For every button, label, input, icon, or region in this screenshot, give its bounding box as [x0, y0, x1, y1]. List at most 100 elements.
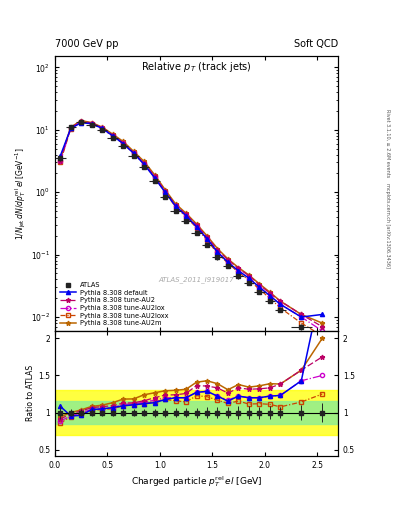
Pythia 8.308 tune-AU2loxx [257, 286, 262, 292]
Pythia 8.308 default [184, 212, 188, 219]
Pythia 8.308 tune-AU2lox [100, 125, 105, 132]
Pythia 8.308 tune-AU2loxx [268, 295, 272, 301]
Pythia 8.308 tune-AU2 [268, 290, 272, 296]
Bar [55, 401, 338, 424]
Y-axis label: Ratio to ATLAS: Ratio to ATLAS [26, 365, 35, 421]
Pythia 8.308 default [121, 140, 125, 146]
Pythia 8.308 tune-AU2m [121, 138, 125, 144]
Pythia 8.308 tune-AU2lox [205, 236, 209, 242]
Pythia 8.308 tune-AU2lox [152, 174, 157, 180]
Pythia 8.308 default [58, 153, 62, 159]
Pythia 8.308 default [89, 121, 94, 127]
Pythia 8.308 default [215, 249, 220, 255]
Pythia 8.308 tune-AU2loxx [121, 140, 125, 146]
Pythia 8.308 tune-AU2 [68, 124, 73, 131]
Pythia 8.308 default [320, 311, 325, 317]
Pythia 8.308 default [110, 133, 115, 139]
Pythia 8.308 tune-AU2m [205, 233, 209, 239]
Pythia 8.308 tune-AU2m [194, 221, 199, 227]
Pythia 8.308 tune-AU2 [142, 160, 147, 166]
Pythia 8.308 tune-AU2 [215, 247, 220, 253]
Pythia 8.308 tune-AU2 [110, 132, 115, 138]
Pythia 8.308 tune-AU2 [121, 140, 125, 146]
Pythia 8.308 default [257, 284, 262, 290]
Pythia 8.308 tune-AU2 [246, 272, 251, 279]
Line: Pythia 8.308 tune-AU2m: Pythia 8.308 tune-AU2m [58, 118, 325, 326]
Pythia 8.308 tune-AU2lox [58, 158, 62, 164]
Pythia 8.308 tune-AU2m [100, 124, 105, 130]
Text: mcplots.cern.ch [arXiv:1306.3436]: mcplots.cern.ch [arXiv:1306.3436] [385, 183, 390, 268]
Pythia 8.308 tune-AU2loxx [79, 119, 84, 125]
Line: Pythia 8.308 default: Pythia 8.308 default [58, 120, 324, 319]
Pythia 8.308 tune-AU2lox [121, 140, 125, 146]
Pythia 8.308 default [131, 150, 136, 156]
Pythia 8.308 tune-AU2m [215, 245, 220, 251]
Pythia 8.308 default [246, 275, 251, 281]
Text: Rivet 3.1.10, ≥ 2.6M events: Rivet 3.1.10, ≥ 2.6M events [385, 109, 390, 178]
Pythia 8.308 tune-AU2lox [226, 259, 230, 265]
Pythia 8.308 tune-AU2lox [79, 119, 84, 125]
Bar [55, 390, 338, 435]
Pythia 8.308 tune-AU2 [163, 188, 167, 194]
Pythia 8.308 tune-AU2m [131, 148, 136, 155]
Pythia 8.308 tune-AU2lox [131, 150, 136, 156]
Line: Pythia 8.308 tune-AU2: Pythia 8.308 tune-AU2 [58, 119, 325, 329]
Pythia 8.308 tune-AU2lox [268, 292, 272, 298]
Pythia 8.308 tune-AU2 [152, 173, 157, 179]
Pythia 8.308 tune-AU2loxx [215, 250, 220, 257]
Pythia 8.308 default [194, 224, 199, 230]
Pythia 8.308 tune-AU2loxx [68, 125, 73, 132]
Pythia 8.308 default [173, 203, 178, 209]
Pythia 8.308 tune-AU2m [320, 320, 325, 326]
Pythia 8.308 tune-AU2m [226, 256, 230, 262]
Pythia 8.308 tune-AU2m [246, 272, 251, 278]
Pythia 8.308 tune-AU2m [236, 265, 241, 271]
Pythia 8.308 tune-AU2lox [299, 314, 304, 320]
Pythia 8.308 tune-AU2loxx [226, 260, 230, 266]
Pythia 8.308 default [163, 189, 167, 195]
Pythia 8.308 tune-AU2lox [215, 249, 220, 255]
Pythia 8.308 tune-AU2loxx [278, 305, 283, 311]
Pythia 8.308 tune-AU2loxx [205, 237, 209, 243]
Pythia 8.308 tune-AU2 [173, 202, 178, 208]
Pythia 8.308 tune-AU2 [320, 324, 325, 330]
X-axis label: Charged particle $p^\mathrm{rel}_{T}\,el$ [GeV]: Charged particle $p^\mathrm{rel}_{T}\,el… [130, 474, 263, 488]
Pythia 8.308 tune-AU2loxx [100, 125, 105, 132]
Pythia 8.308 tune-AU2lox [236, 268, 241, 274]
Pythia 8.308 tune-AU2 [58, 158, 62, 164]
Pythia 8.308 tune-AU2m [268, 289, 272, 295]
Pythia 8.308 default [236, 268, 241, 274]
Pythia 8.308 default [79, 120, 84, 126]
Pythia 8.308 tune-AU2 [236, 265, 241, 271]
Pythia 8.308 tune-AU2lox [278, 301, 283, 307]
Pythia 8.308 tune-AU2lox [89, 121, 94, 127]
Pythia 8.308 tune-AU2m [257, 281, 262, 287]
Pythia 8.308 tune-AU2 [226, 257, 230, 263]
Pythia 8.308 tune-AU2lox [257, 284, 262, 290]
Pythia 8.308 tune-AU2lox [110, 133, 115, 139]
Pythia 8.308 tune-AU2loxx [299, 320, 304, 326]
Text: Soft QCD: Soft QCD [294, 38, 338, 49]
Line: Pythia 8.308 tune-AU2loxx: Pythia 8.308 tune-AU2loxx [58, 120, 324, 338]
Pythia 8.308 default [278, 301, 283, 307]
Pythia 8.308 tune-AU2lox [184, 212, 188, 219]
Pythia 8.308 tune-AU2 [278, 298, 283, 304]
Pythia 8.308 tune-AU2 [131, 150, 136, 156]
Pythia 8.308 tune-AU2loxx [58, 159, 62, 165]
Pythia 8.308 tune-AU2m [142, 158, 147, 164]
Pythia 8.308 default [152, 175, 157, 181]
Pythia 8.308 default [226, 260, 230, 266]
Pythia 8.308 tune-AU2m [89, 120, 94, 126]
Pythia 8.308 tune-AU2 [100, 124, 105, 131]
Pythia 8.308 tune-AU2loxx [320, 333, 325, 339]
Pythia 8.308 tune-AU2m [58, 157, 62, 163]
Pythia 8.308 tune-AU2loxx [184, 214, 188, 220]
Pythia 8.308 default [268, 292, 272, 298]
Pythia 8.308 tune-AU2 [257, 282, 262, 288]
Pythia 8.308 tune-AU2 [79, 118, 84, 124]
Y-axis label: $1/N_\mathrm{jet}\,dN/dp^\mathrm{rel}_{T}\,el\,[\mathrm{GeV}^{-1}]$: $1/N_\mathrm{jet}\,dN/dp^\mathrm{rel}_{T… [14, 147, 28, 240]
Pythia 8.308 tune-AU2loxx [152, 175, 157, 181]
Pythia 8.308 tune-AU2loxx [246, 277, 251, 283]
Pythia 8.308 tune-AU2loxx [163, 189, 167, 195]
Pythia 8.308 tune-AU2lox [320, 328, 325, 334]
